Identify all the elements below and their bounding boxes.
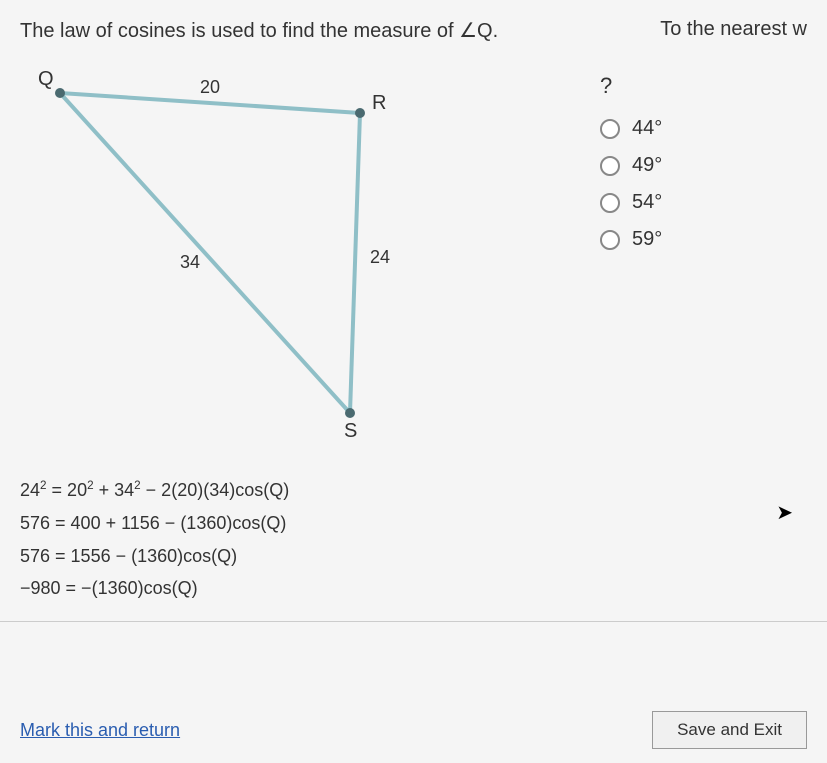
- radio-icon[interactable]: [600, 230, 620, 250]
- option-2[interactable]: 54°: [600, 191, 807, 214]
- equation-line-2: 576 = 1556 − (1360)cos(Q): [20, 542, 807, 571]
- radio-icon[interactable]: [600, 156, 620, 176]
- equations-block: 242 = 202 + 342 − 2(20)(34)cos(Q) 576 = 4…: [20, 476, 807, 603]
- option-label: 59°: [632, 228, 662, 251]
- save-exit-button[interactable]: Save and Exit: [652, 711, 807, 749]
- equation-line-1: 576 = 400 + 1156 − (1360)cos(Q): [20, 509, 807, 538]
- option-label: 54°: [632, 191, 662, 214]
- mark-return-link[interactable]: Mark this and return: [20, 720, 180, 741]
- option-label: 44°: [632, 117, 662, 140]
- footer: Mark this and return Save and Exit: [20, 711, 807, 749]
- options-list: 44° 49° 54° 59°: [600, 117, 807, 251]
- option-1[interactable]: 49°: [600, 154, 807, 177]
- option-0[interactable]: 44°: [600, 117, 807, 140]
- equation-line-0: 242 = 202 + 342 − 2(20)(34)cos(Q): [20, 476, 807, 505]
- svg-text:20: 20: [200, 77, 220, 97]
- radio-icon[interactable]: [600, 193, 620, 213]
- radio-icon[interactable]: [600, 119, 620, 139]
- triangle-diagram: 20 24 34 Q R S: [20, 53, 440, 453]
- top-row: The law of cosines is used to find the m…: [20, 18, 807, 43]
- diagram-column: 20 24 34 Q R S: [20, 53, 540, 458]
- svg-text:S: S: [344, 420, 357, 442]
- right-prompt: To the nearest w: [660, 18, 807, 41]
- answer-placeholder: ?: [600, 73, 807, 99]
- svg-text:Q: Q: [38, 68, 54, 90]
- content-row: 20 24 34 Q R S ? 44° 49° 54° 59°: [20, 53, 807, 458]
- svg-text:R: R: [372, 92, 386, 114]
- question-text: The law of cosines is used to find the m…: [20, 18, 630, 43]
- divider: [0, 621, 827, 622]
- equation-line-3: −980 = −(1360)cos(Q): [20, 574, 807, 603]
- svg-text:34: 34: [180, 252, 200, 272]
- svg-text:24: 24: [370, 247, 390, 267]
- option-3[interactable]: 59°: [600, 228, 807, 251]
- option-label: 49°: [632, 154, 662, 177]
- question-panel: The law of cosines is used to find the m…: [0, 0, 827, 763]
- answers-column: ? 44° 49° 54° 59°: [540, 53, 807, 265]
